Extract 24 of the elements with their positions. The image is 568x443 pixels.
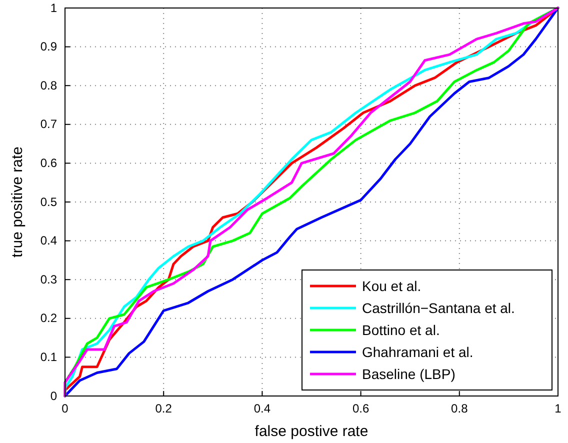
legend-label: Baseline (LBP) (362, 366, 456, 382)
x-tick-label: 0.6 (352, 402, 370, 416)
y-tick-label: 0.5 (40, 194, 58, 209)
legend-label: Ghahramani et al. (362, 344, 474, 360)
legend-label: Castrillón−Santana et al. (362, 300, 515, 316)
y-axis-title: true positive rate (9, 146, 26, 258)
y-tick-label: 0.8 (40, 78, 58, 92)
y-tick-label: 0.4 (40, 234, 58, 248)
y-tick-label: 0.9 (40, 40, 58, 54)
x-tick-label: 0.2 (155, 402, 172, 416)
y-tick-label: 0.1 (40, 350, 58, 364)
y-tick-label: 0 (50, 388, 58, 403)
x-tick-label: 1 (554, 402, 562, 416)
y-tick-label: 0.6 (40, 156, 58, 170)
y-tick-label: 0.7 (40, 117, 58, 132)
y-tick-label: 0.2 (40, 311, 58, 326)
legend-label: Bottino et al. (362, 322, 440, 338)
x-axis-title: false postive rate (254, 423, 368, 440)
x-tick-label: 0 (62, 402, 69, 416)
x-tick-label: 0.8 (451, 402, 468, 416)
y-tick-label: 0.3 (40, 272, 58, 286)
y-tick-label: 1 (50, 0, 58, 15)
x-tick-label: 0.4 (254, 402, 271, 416)
legend-label: Kou et al. (362, 278, 422, 294)
